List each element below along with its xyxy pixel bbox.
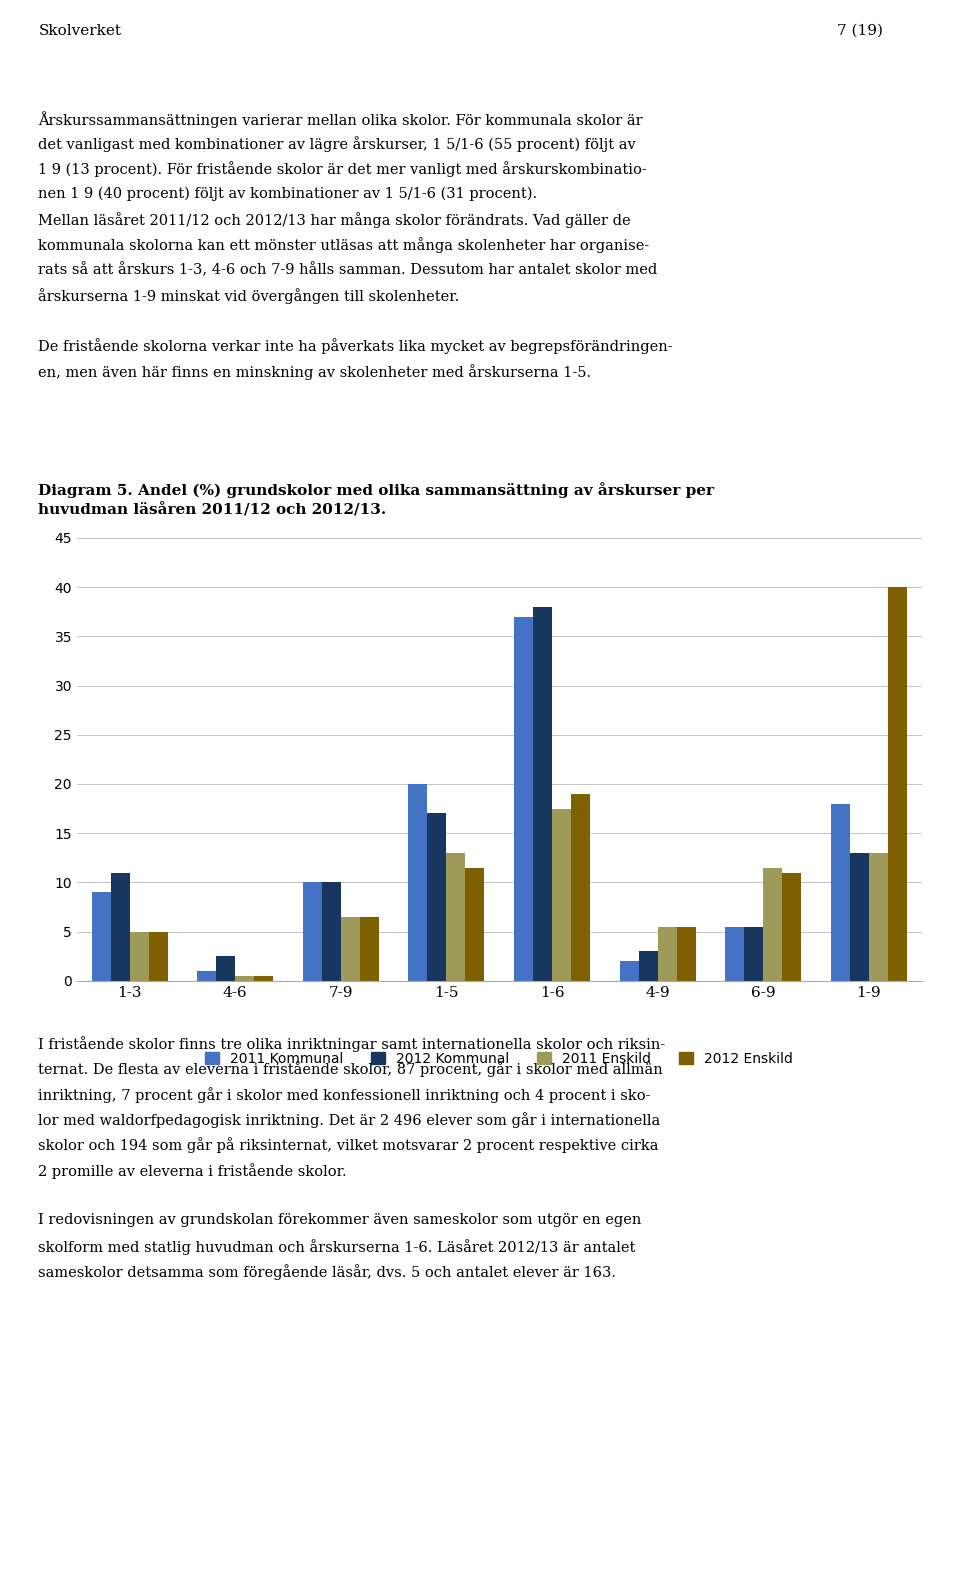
Bar [235,976,254,981]
Bar [130,932,149,981]
Bar [341,918,360,981]
Bar [302,883,322,981]
Text: Mellan läsåret 2011/12 och 2012/13 har många skolor förändrats. Vad gäller de: Mellan läsåret 2011/12 och 2012/13 har m… [38,212,631,228]
Text: rats så att årskurs 1-3, 4-6 och 7-9 hålls samman. Dessutom har antalet skolor m: rats så att årskurs 1-3, 4-6 och 7-9 hål… [38,263,658,277]
Bar [514,617,533,981]
Bar [619,962,638,981]
Bar [427,813,446,981]
Bar [782,873,802,981]
Text: Årskurssammansättningen varierar mellan olika skolor. För kommunala skolor är: Årskurssammansättningen varierar mellan … [38,111,643,128]
Bar [725,927,744,981]
Bar [254,976,274,981]
Bar [830,804,850,981]
Bar [466,867,485,981]
Text: huvudman läsåren 2011/12 och 2012/13.: huvudman läsåren 2011/12 och 2012/13. [38,503,387,517]
Text: lor med waldorfpedagogisk inriktning. Det är 2 496 elever som går i internatione: lor med waldorfpedagogisk inriktning. De… [38,1112,660,1128]
Bar [149,932,168,981]
Bar [850,853,869,981]
Bar [869,853,888,981]
Text: ternat. De flesta av eleverna i fristående skolor, 87 procent, går i skolor med : ternat. De flesta av eleverna i friståen… [38,1062,663,1077]
Bar [533,607,552,981]
Text: I fristående skolor finns tre olika inriktningar samt internationella skolor och: I fristående skolor finns tre olika inri… [38,1036,665,1052]
Text: De fristående skolorna verkar inte ha påverkats lika mycket av begrepsförändring: De fristående skolorna verkar inte ha på… [38,339,673,354]
Text: 1 9 (13 procent). För fristående skolor är det mer vanligt med årskurskombinatio: 1 9 (13 procent). För fristående skolor … [38,161,647,177]
Bar [408,785,427,981]
Text: Diagram 5. Andel (%) grundskolor med olika sammansättning av årskurser per: Diagram 5. Andel (%) grundskolor med oli… [38,483,714,498]
Text: kommunala skolorna kan ett mönster utläsas att många skolenheter har organise-: kommunala skolorna kan ett mönster utläs… [38,237,650,253]
Bar [197,971,216,981]
Text: årskurserna 1-9 minskat vid övergången till skolenheter.: årskurserna 1-9 minskat vid övergången t… [38,288,460,304]
Text: skolor och 194 som går på riksinternat, vilket motsvarar 2 procent respektive ci: skolor och 194 som går på riksinternat, … [38,1137,659,1153]
Text: det vanligast med kombinationer av lägre årskurser, 1 5/1-6 (55 procent) följt a: det vanligast med kombinationer av lägre… [38,136,636,152]
Bar [744,927,763,981]
Text: I redovisningen av grundskolan förekommer även sameskolor som utgör en egen: I redovisningen av grundskolan förekomme… [38,1213,642,1228]
Bar [638,951,658,981]
Text: Skolverket: Skolverket [38,24,121,38]
Bar [446,853,466,981]
Bar [322,883,341,981]
Bar [763,867,782,981]
Bar [91,892,110,981]
Bar [110,873,130,981]
Text: en, men även här finns en minskning av skolenheter med årskurserna 1-5.: en, men även här finns en minskning av s… [38,364,591,380]
Bar [360,918,379,981]
Bar [677,927,696,981]
Text: sameskolor detsamma som föregående läsår, dvs. 5 och antalet elever är 163.: sameskolor detsamma som föregående läsår… [38,1264,616,1280]
Text: 7 (19): 7 (19) [837,24,883,38]
Bar [571,794,590,981]
Text: inriktning, 7 procent går i skolor med konfessionell inriktning och 4 procent i : inriktning, 7 procent går i skolor med k… [38,1087,651,1103]
Legend: 2011 Kommunal, 2012 Kommunal, 2011 Enskild, 2012 Enskild: 2011 Kommunal, 2012 Kommunal, 2011 Enski… [200,1046,799,1071]
Bar [888,587,907,981]
Bar [216,956,235,981]
Text: 2 promille av eleverna i fristående skolor.: 2 promille av eleverna i fristående skol… [38,1163,347,1179]
Bar [552,808,571,981]
Bar [658,927,677,981]
Text: skolform med statlig huvudman och årskurserna 1-6. Läsåret 2012/13 är antalet: skolform med statlig huvudman och årskur… [38,1239,636,1255]
Text: nen 1 9 (40 procent) följt av kombinationer av 1 5/1-6 (31 procent).: nen 1 9 (40 procent) följt av kombinatio… [38,187,538,201]
